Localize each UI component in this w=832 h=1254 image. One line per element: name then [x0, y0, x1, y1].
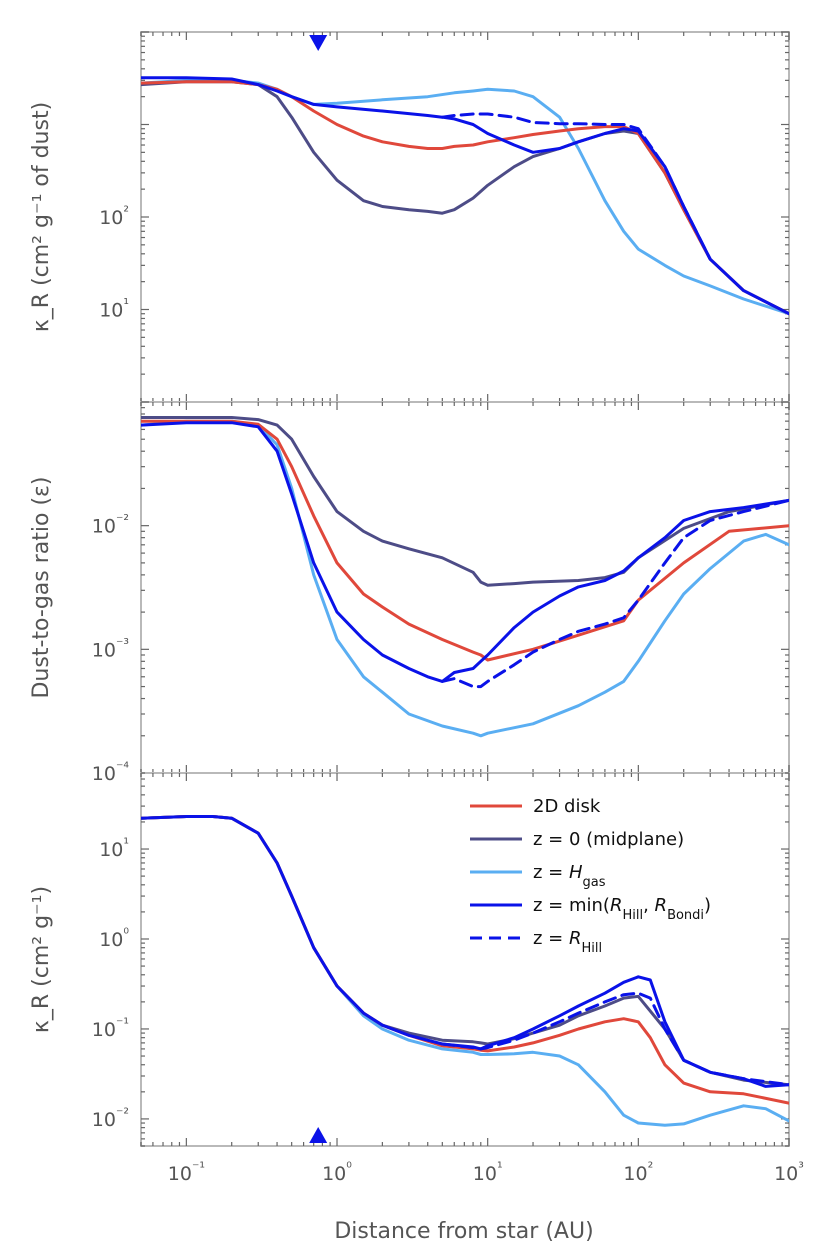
y-axis-label: Dust-to-gas ratio (ε): [29, 476, 54, 698]
series-line-disk2d: [141, 419, 789, 662]
series-line-midplane: [141, 815, 789, 1087]
panel-middle: 10⁻⁴ 10⁻³ 10⁻² Dust-to-gas ratio (ε): [29, 401, 790, 785]
series-line-minhill: [141, 421, 789, 683]
y-tick-label: 10⁰: [99, 926, 129, 951]
y-tick-label: 10⁻²: [92, 1106, 129, 1131]
panels: 10¹ 10² κ_R (cm² g⁻¹ of dust) 10⁻⁴ 10⁻³ 10⁻² D…: [29, 31, 804, 1185]
x-tick-label: 10⁻¹: [168, 1160, 205, 1185]
x-tick-label: 10¹: [473, 1160, 503, 1185]
series-line-midplane: [141, 416, 789, 587]
series-line-minhill: [141, 815, 789, 1088]
series-line-minhill: [141, 76, 789, 316]
x-tick-label: 10⁰: [322, 1160, 352, 1185]
legend-label-rhill: z = RHill: [533, 928, 602, 956]
legend-label-hgas: z = Hgas: [533, 862, 606, 890]
series-line-rhill: [440, 498, 789, 689]
legend-label-minhill: z = min(RHill, RBondi): [533, 895, 711, 923]
legend-label-midplane: z = 0 (midplane): [533, 829, 684, 850]
y-tick-label: 10²: [99, 204, 129, 229]
y-tick-label: 10¹: [99, 297, 129, 322]
series-line-hgas: [141, 419, 789, 738]
panel-bottom: 10⁻² 10⁻¹ 10⁰ 10¹ 10⁻¹ 10⁰ 10¹ 10² 10³ κ_R (cm² g…: [29, 772, 804, 1185]
plot-area: [141, 76, 789, 316]
series-line-rhill: [440, 112, 712, 261]
legend-label-disk2d: 2D disk: [533, 796, 601, 817]
y-tick-label: 10⁻⁴: [92, 760, 130, 785]
plot-area: [141, 815, 789, 1127]
planet-position-marker: [309, 35, 328, 51]
legend: 2D disk z = 0 (midplane) z = Hgas z = min(R…: [470, 796, 711, 956]
panel-frame: [140, 772, 790, 1147]
series-line-rhill: [440, 991, 789, 1087]
y-tick-label: 10⁻³: [92, 636, 129, 661]
y-tick-label: 10¹: [99, 836, 129, 861]
x-axis-label: Distance from star (AU): [334, 1219, 593, 1244]
y-axis-label: κ_R (cm² g⁻¹): [29, 886, 54, 1033]
planet-position-marker: [309, 1127, 328, 1143]
plot-area: [141, 416, 789, 738]
y-tick-label: 10⁻²: [92, 513, 129, 538]
series-line-disk2d: [141, 815, 789, 1105]
y-axis-label: κ_R (cm² g⁻¹ of dust): [29, 102, 54, 332]
series-line-hgas: [141, 815, 789, 1127]
x-tick-label: 10²: [623, 1160, 653, 1185]
x-tick-label: 10³: [774, 1160, 804, 1185]
panel-top: 10¹ 10² κ_R (cm² g⁻¹ of dust): [29, 31, 790, 403]
y-tick-label: 10⁻¹: [92, 1016, 129, 1041]
panel-frame: [140, 31, 790, 403]
